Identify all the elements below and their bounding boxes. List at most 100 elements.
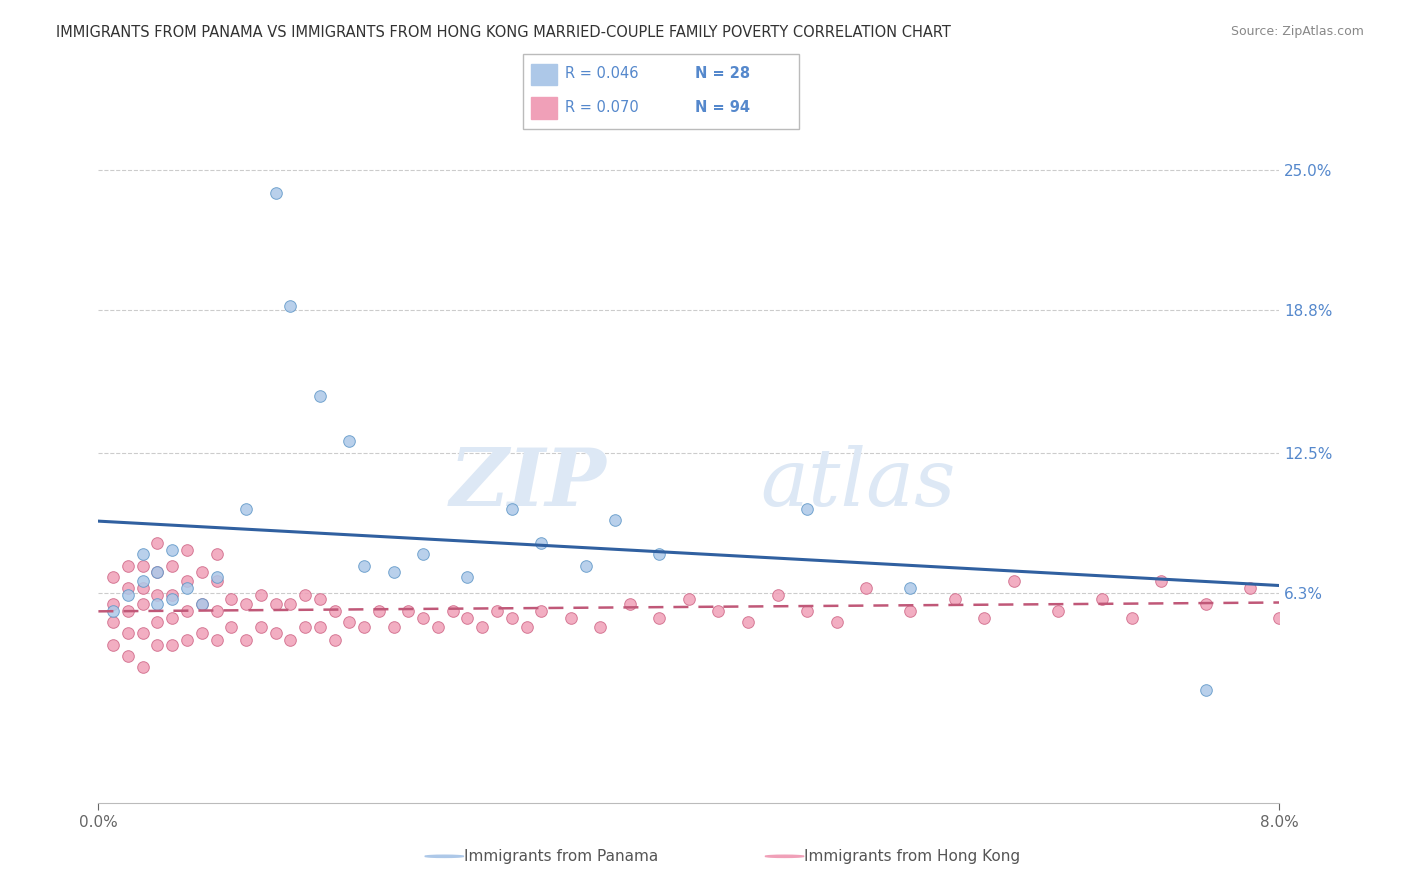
Point	[426, 619, 449, 633]
Point	[1150, 574, 1173, 589]
Point	[162, 558, 183, 573]
Point	[146, 588, 169, 602]
FancyBboxPatch shape	[523, 54, 799, 128]
Point	[308, 619, 332, 633]
Point	[132, 581, 155, 595]
Point	[132, 574, 155, 589]
Point	[191, 597, 214, 611]
Point	[264, 597, 287, 611]
Point	[605, 513, 627, 527]
Point	[1312, 574, 1334, 589]
Point	[943, 592, 966, 607]
Point	[191, 626, 214, 640]
Point	[678, 592, 700, 607]
Text: N = 94: N = 94	[695, 100, 749, 115]
Point	[250, 588, 273, 602]
Point	[825, 615, 848, 629]
Point	[176, 542, 198, 557]
Point	[456, 610, 478, 624]
Bar	[531, 64, 557, 86]
Point	[235, 633, 257, 648]
Point	[146, 566, 169, 580]
Point	[1194, 682, 1216, 697]
Point	[162, 610, 183, 624]
Point	[117, 588, 139, 602]
Point	[707, 604, 730, 618]
Point	[737, 615, 759, 629]
Point	[117, 626, 139, 640]
Point	[191, 597, 214, 611]
Point	[323, 604, 346, 618]
Point	[250, 619, 273, 633]
Point	[648, 610, 671, 624]
Point	[278, 633, 302, 648]
Point	[294, 588, 316, 602]
Point	[235, 502, 257, 516]
Point	[103, 638, 125, 652]
Point	[796, 502, 818, 516]
Point	[574, 558, 596, 573]
Point	[323, 633, 346, 648]
Point	[382, 566, 405, 580]
Point	[1194, 597, 1216, 611]
Point	[162, 592, 183, 607]
Point	[117, 581, 139, 595]
Point	[264, 186, 287, 200]
Point	[412, 547, 434, 561]
Point	[619, 597, 641, 611]
Point	[103, 570, 125, 584]
Point	[176, 574, 198, 589]
Point	[648, 547, 671, 561]
Point	[191, 566, 214, 580]
Text: Source: ZipAtlas.com: Source: ZipAtlas.com	[1230, 25, 1364, 38]
Point	[441, 604, 464, 618]
Point	[1091, 592, 1114, 607]
Point	[766, 588, 789, 602]
Point	[176, 604, 198, 618]
Point	[485, 604, 508, 618]
Point	[501, 610, 523, 624]
Bar	[531, 97, 557, 119]
Text: IMMIGRANTS FROM PANAMA VS IMMIGRANTS FROM HONG KONG MARRIED-COUPLE FAMILY POVERT: IMMIGRANTS FROM PANAMA VS IMMIGRANTS FRO…	[56, 25, 950, 40]
Point	[1341, 597, 1364, 611]
Point	[146, 566, 169, 580]
Point	[205, 574, 228, 589]
Point	[162, 638, 183, 652]
Point	[132, 660, 155, 674]
Circle shape	[425, 855, 464, 857]
Point	[205, 547, 228, 561]
Text: ZIP: ZIP	[450, 445, 606, 523]
Point	[796, 604, 818, 618]
Text: R = 0.070: R = 0.070	[565, 100, 638, 115]
Point	[117, 648, 139, 663]
Point	[382, 619, 405, 633]
Point	[1121, 610, 1143, 624]
Point	[589, 619, 612, 633]
Point	[973, 610, 995, 624]
Point	[471, 619, 494, 633]
Point	[264, 626, 287, 640]
Point	[132, 547, 155, 561]
Point	[103, 597, 125, 611]
Point	[353, 619, 375, 633]
Point	[278, 299, 302, 313]
Point	[1268, 610, 1291, 624]
Point	[132, 558, 155, 573]
Point	[337, 615, 360, 629]
Point	[205, 570, 228, 584]
Point	[308, 389, 332, 403]
Point	[219, 592, 242, 607]
Text: Immigrants from Hong Kong: Immigrants from Hong Kong	[804, 849, 1019, 863]
Point	[117, 558, 139, 573]
Point	[294, 619, 316, 633]
Point	[146, 638, 169, 652]
Point	[162, 542, 183, 557]
Point	[456, 570, 478, 584]
Point	[900, 581, 922, 595]
Point	[205, 604, 228, 618]
Point	[146, 615, 169, 629]
Text: Immigrants from Panama: Immigrants from Panama	[464, 849, 658, 863]
Point	[176, 581, 198, 595]
Point	[412, 610, 434, 624]
Point	[515, 619, 537, 633]
